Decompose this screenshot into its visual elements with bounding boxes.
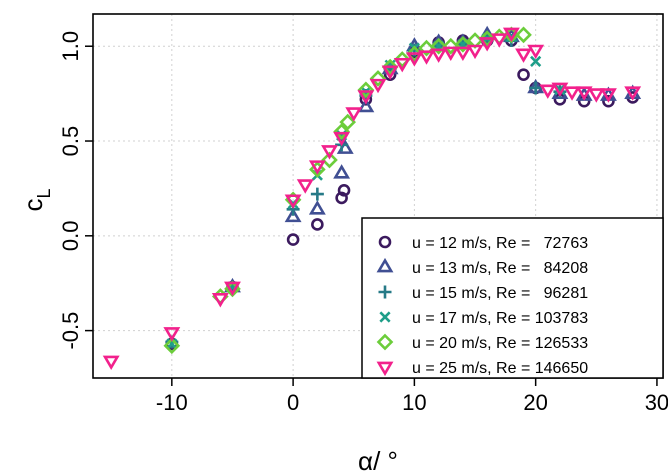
x-axis-label: α/ °	[358, 446, 398, 476]
data-point	[308, 200, 326, 215]
data-point	[515, 48, 532, 63]
data-point	[515, 26, 532, 44]
data-point	[575, 86, 593, 101]
data-point	[502, 27, 520, 43]
data-point	[466, 44, 484, 60]
data-marks	[102, 25, 642, 371]
legend-box	[361, 217, 664, 379]
data-point	[357, 81, 375, 99]
legend-marker	[376, 333, 394, 351]
legend: u = 12 m/s, Re = 72763 u = 13 m/s, Re = 8…	[361, 217, 664, 379]
data-point	[163, 337, 181, 355]
y-axis-label: c	[18, 199, 48, 212]
y-tick-label: -0.5	[58, 312, 83, 350]
y-tick-label: 0.5	[58, 126, 83, 157]
x-tick-label: -10	[156, 390, 188, 415]
data-point	[321, 145, 338, 160]
data-point	[624, 86, 642, 101]
legend-entry-label: u = 20 m/s, Re = 126533	[412, 335, 588, 352]
legend-marker	[378, 235, 392, 249]
data-point	[357, 90, 375, 105]
legend-entry-label: u = 13 m/s, Re = 84208	[412, 260, 588, 277]
data-point	[529, 81, 543, 95]
legend-entry-label: u = 17 m/s, Re = 103783	[412, 310, 588, 327]
data-point	[454, 46, 472, 61]
data-point	[333, 131, 351, 147]
legend-marker	[376, 361, 394, 377]
data-point	[337, 184, 351, 197]
data-point	[406, 45, 423, 63]
data-point	[321, 151, 338, 169]
data-point	[430, 37, 447, 55]
data-point	[602, 94, 615, 108]
data-point	[310, 187, 324, 201]
legend-marker	[376, 257, 394, 273]
data-point	[430, 48, 448, 63]
svg-text:cL: cL	[18, 188, 54, 211]
legend-marker	[378, 285, 392, 299]
data-point	[308, 160, 326, 175]
data-point	[357, 97, 375, 113]
data-point	[369, 70, 387, 87]
x-tick-label: 30	[645, 390, 668, 415]
data-point	[539, 84, 557, 99]
data-point	[599, 88, 617, 103]
data-point	[418, 50, 435, 65]
data-point	[311, 218, 324, 231]
data-point	[345, 107, 363, 122]
data-point	[333, 123, 350, 140]
x-tick-label: 20	[523, 390, 547, 415]
data-point	[224, 281, 241, 297]
data-point	[381, 65, 399, 80]
data-point	[551, 82, 569, 98]
data-point	[284, 194, 302, 209]
legend-marker	[379, 311, 391, 323]
x-tick-label: 0	[287, 390, 299, 415]
data-point	[381, 58, 399, 76]
data-point	[211, 293, 229, 308]
data-point	[393, 57, 411, 73]
y-axis-label-subscript: L	[34, 188, 54, 198]
data-point	[563, 86, 581, 101]
y-tick-label: 0.0	[58, 221, 83, 252]
legend-entry-label: u = 12 m/s, Re = 72763	[412, 235, 588, 252]
legend-entry-label: u = 15 m/s, Re = 96281	[412, 285, 588, 302]
data-point	[478, 37, 496, 52]
data-point	[490, 33, 508, 48]
y-tick-label: 1.0	[58, 31, 83, 62]
data-point	[393, 51, 411, 68]
data-point	[527, 44, 545, 60]
axis-ticks: -10 0 10 20 30 -0.5 0.0 0.5 1.0	[58, 31, 668, 415]
data-point	[284, 207, 302, 223]
data-point	[286, 233, 300, 246]
data-point	[296, 179, 314, 194]
x-tick-label: 10	[402, 390, 426, 415]
data-point	[587, 88, 605, 103]
data-point	[517, 68, 530, 81]
data-point	[102, 355, 120, 371]
data-point	[369, 78, 387, 94]
legend-entry-label: u = 25 m/s, Re = 146650	[412, 360, 588, 377]
data-point	[405, 52, 423, 67]
data-point	[442, 46, 460, 61]
data-point	[530, 55, 542, 67]
data-point	[335, 191, 348, 205]
y-axis-label-group: cL	[18, 188, 54, 211]
data-point	[333, 164, 351, 179]
data-point	[454, 35, 472, 53]
data-point	[339, 113, 357, 131]
data-point	[163, 327, 181, 342]
